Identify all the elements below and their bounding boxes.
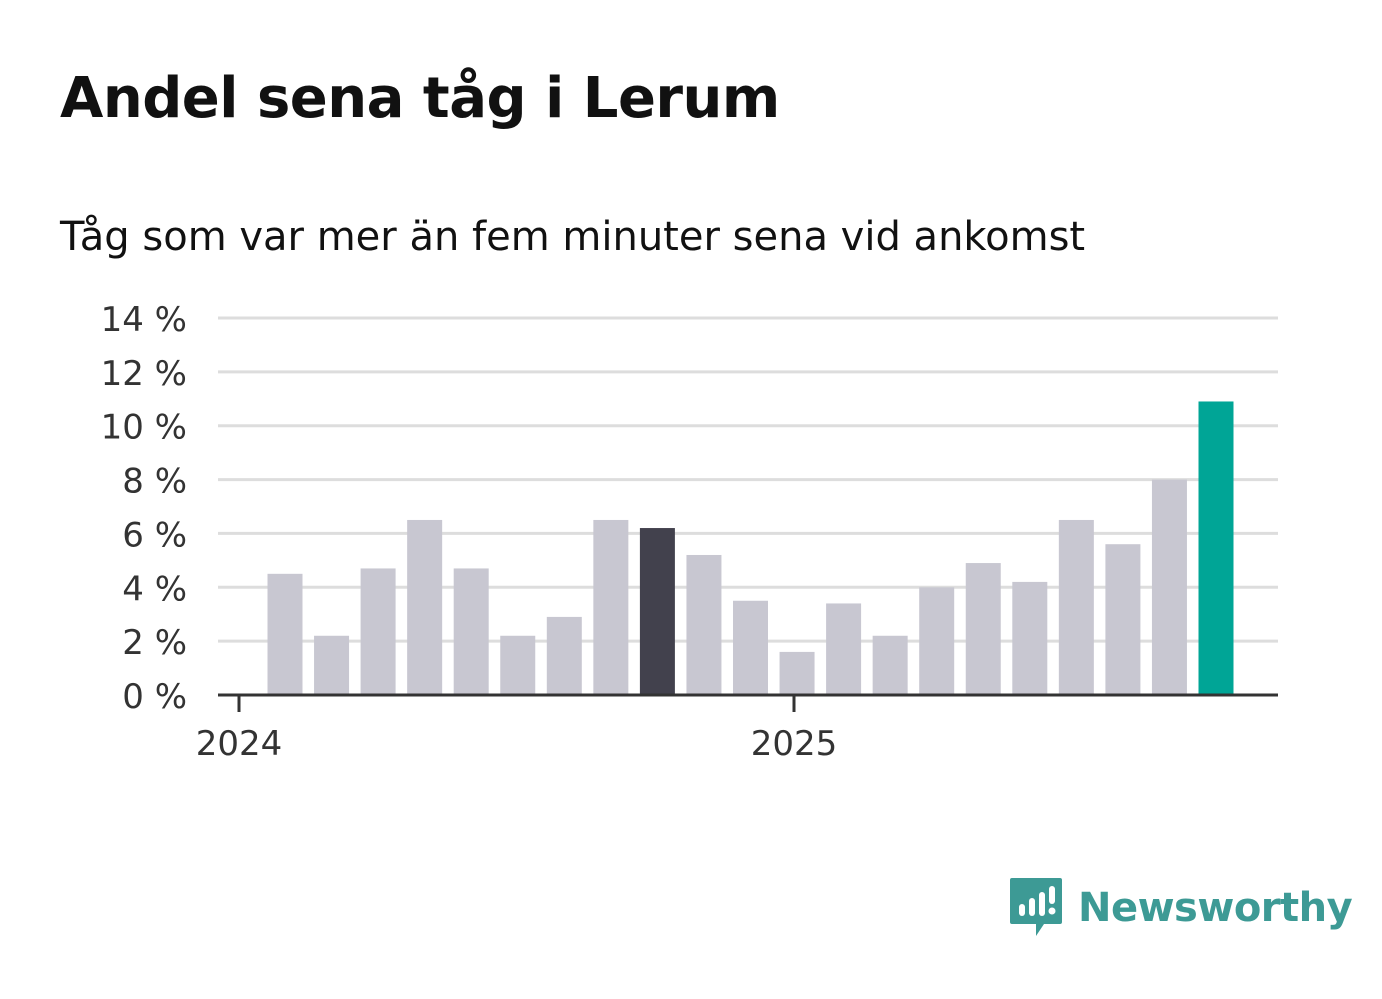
bar	[1198, 401, 1234, 695]
chart-title: Andel sena tåg i Lerum	[60, 66, 780, 131]
bar	[360, 568, 396, 695]
bar	[500, 635, 536, 695]
bar	[1105, 544, 1141, 695]
bar	[919, 587, 955, 695]
bar	[826, 603, 862, 695]
axes: 0 % 2 % 4 % 6 % 8 % 10 % 12 % 14 % 2024 2025	[101, 300, 1278, 764]
y-tick-label: 6 %	[122, 515, 187, 555]
bar	[1151, 479, 1187, 695]
bar	[407, 519, 443, 695]
bar	[779, 651, 815, 695]
brand-name: Newsworthy	[1078, 885, 1353, 931]
y-tick-label: 4 %	[122, 569, 187, 609]
y-tick-label: 0 %	[122, 677, 187, 717]
y-tick-label: 2 %	[122, 623, 187, 663]
bar	[546, 616, 582, 695]
x-tick-label: 2024	[196, 724, 283, 764]
bar	[733, 600, 768, 695]
newsworthy-logo-icon	[1010, 878, 1062, 936]
bar	[965, 563, 1001, 695]
y-tick-label: 8 %	[122, 462, 187, 502]
bar	[686, 554, 722, 695]
x-tick-label: 2025	[751, 724, 838, 764]
y-tick-label: 12 %	[101, 354, 187, 394]
bar	[639, 528, 675, 695]
bar	[872, 635, 908, 695]
newsworthy-logo: Newsworthy	[1010, 878, 1353, 938]
y-tick-label: 14 %	[101, 300, 187, 340]
y-tick-label: 10 %	[101, 408, 187, 448]
chart-subtitle: Tåg som var mer än fem minuter sena vid …	[60, 214, 1086, 260]
bar	[314, 635, 350, 695]
bar	[1058, 519, 1094, 695]
bar	[593, 519, 629, 695]
bar	[453, 568, 489, 695]
bar	[1012, 581, 1048, 695]
bars	[267, 401, 1234, 695]
bar	[267, 573, 303, 695]
